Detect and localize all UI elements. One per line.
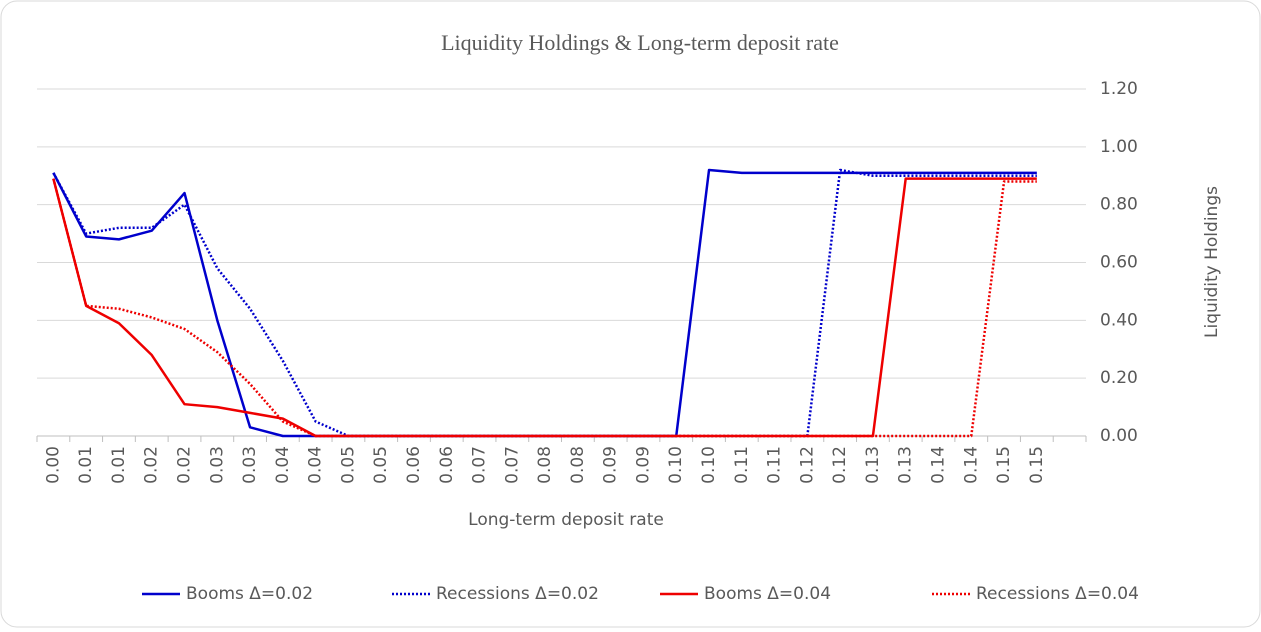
x-tick-label: 0.09 [601,446,621,484]
legend-label: Booms Δ=0.04 [704,584,831,604]
x-tick-label: 0.00 [43,446,63,484]
x-tick-label: 0.12 [830,446,850,484]
x-tick-label: 0.08 [535,446,555,484]
x-tick-label: 0.10 [699,446,719,484]
x-tick-label: 0.01 [76,446,96,484]
chart-title: Liquidity Holdings & Long-term deposit r… [441,30,839,55]
x-tick-label: 0.15 [994,446,1014,484]
x-tick-label: 0.11 [732,446,752,484]
y-tick-label: 0.00 [1100,426,1138,446]
y-tick-label: 0.40 [1100,310,1138,330]
y-tick-label: 1.00 [1100,137,1138,157]
x-tick-label: 0.14 [928,446,948,484]
x-tick-label: 0.02 [175,446,195,484]
y-tick-label: 0.20 [1100,368,1138,388]
x-tick-label: 0.04 [306,446,326,484]
x-tick-label: 0.07 [470,446,490,484]
x-tick-label: 0.02 [142,446,162,484]
x-tick-label: 0.13 [896,446,916,484]
y-tick-label: 1.20 [1100,79,1138,99]
x-tick-label: 0.06 [437,446,457,484]
legend-label: Booms Δ=0.02 [186,584,313,604]
x-tick-label: 0.01 [109,446,129,484]
x-tick-label: 0.14 [961,446,981,484]
y-tick-label: 0.60 [1100,253,1138,273]
x-tick-label: 0.13 [863,446,883,484]
x-tick-label: 0.15 [1027,446,1047,484]
x-tick-label: 0.03 [207,446,227,484]
x-tick-label: 0.12 [797,446,817,484]
x-tick-label: 0.08 [568,446,588,484]
x-axis-title: Long-term deposit rate [468,510,664,530]
x-tick-label: 0.04 [273,446,293,484]
x-tick-label: 0.09 [633,446,653,484]
x-tick-label: 0.10 [666,446,686,484]
x-tick-label: 0.06 [404,446,424,484]
x-tick-label: 0.07 [502,446,522,484]
x-tick-label: 0.11 [765,446,785,484]
x-tick-label: 0.05 [338,446,358,484]
y-axis-title: Liquidity Holdings [1202,186,1222,338]
legend-label: Recessions Δ=0.02 [436,584,599,604]
legend-label: Recessions Δ=0.04 [976,584,1139,604]
data-line [52,178,1037,438]
y-tick-label: 0.80 [1100,195,1138,215]
x-tick-label: 0.05 [371,446,391,484]
x-tick-label: 0.03 [240,446,260,484]
